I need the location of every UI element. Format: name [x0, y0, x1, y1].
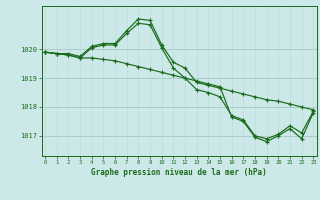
X-axis label: Graphe pression niveau de la mer (hPa): Graphe pression niveau de la mer (hPa)	[91, 168, 267, 177]
